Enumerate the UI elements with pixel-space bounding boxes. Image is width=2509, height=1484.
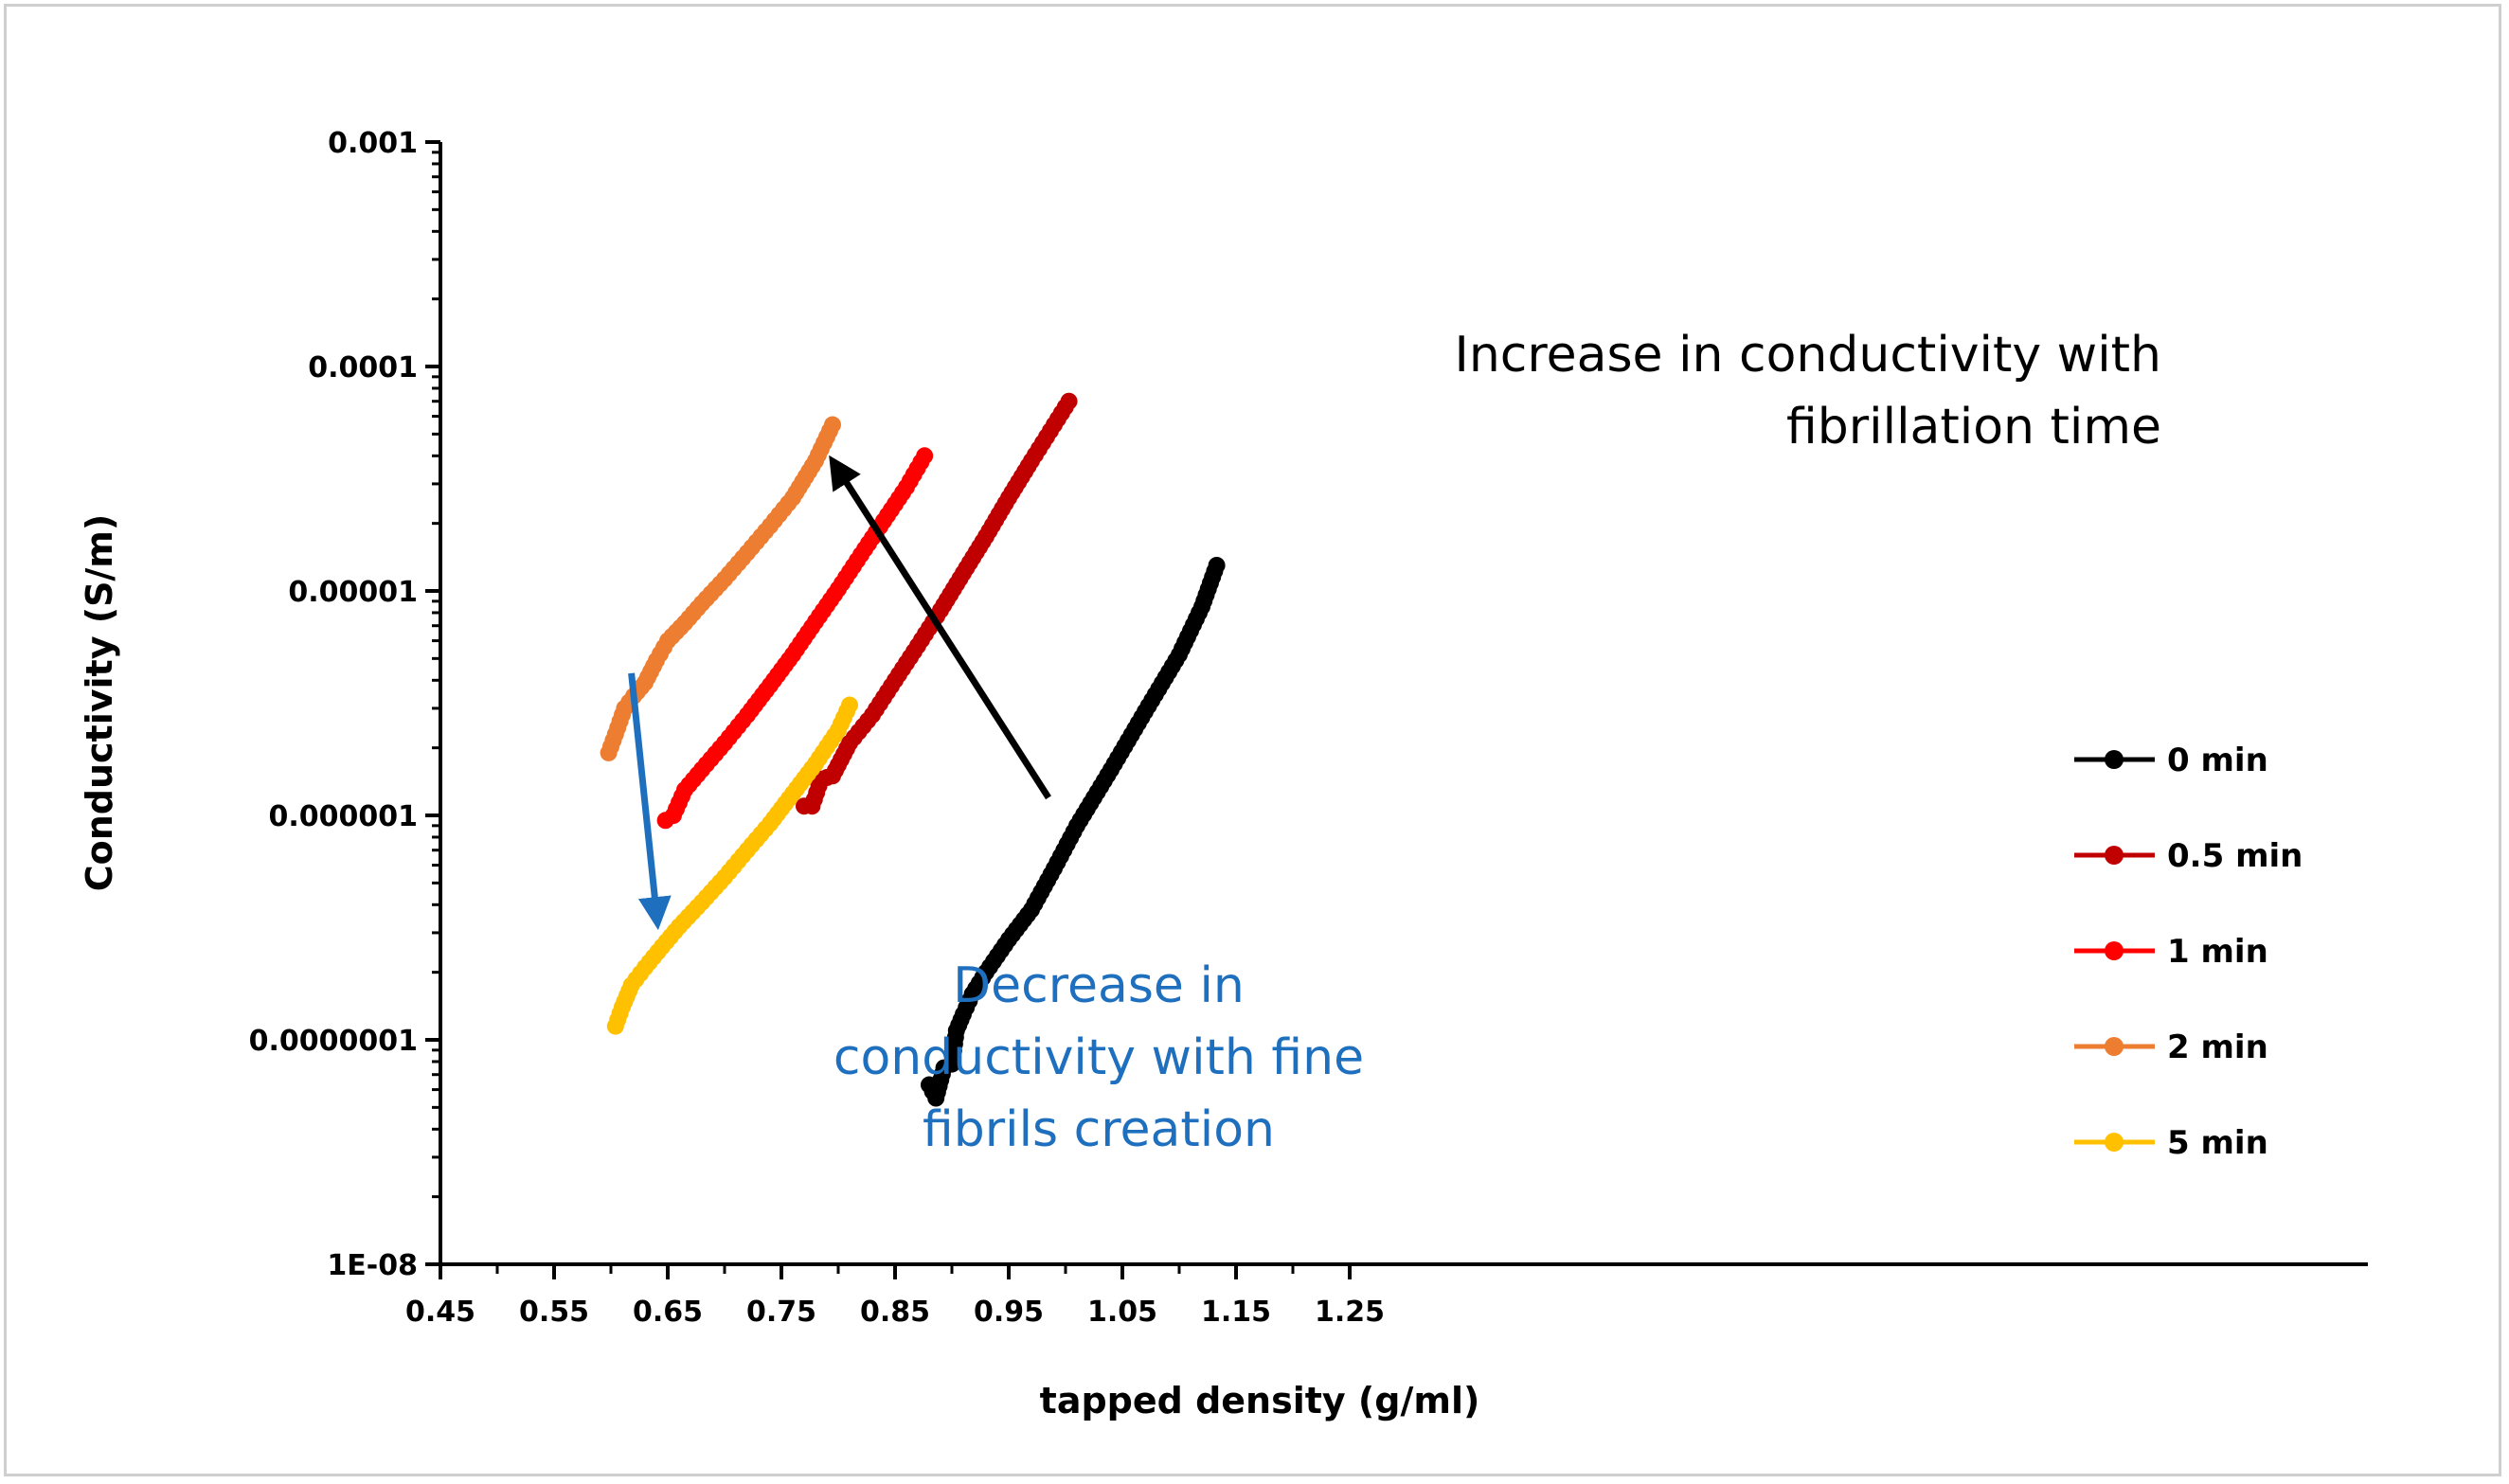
y-tick-label: 0.0001 xyxy=(308,351,418,384)
x-tick-label: 0.45 xyxy=(405,1296,475,1329)
x-tick-label: 1.05 xyxy=(1087,1296,1157,1329)
annotation-line: fibrils creation xyxy=(923,1101,1275,1158)
series-0_5-min xyxy=(796,392,1078,815)
annotation-increase-text: Increase in conductivity with fibrillatio… xyxy=(1454,327,2161,456)
x-tick-label: 0.55 xyxy=(519,1296,589,1329)
legend-item: 2 min xyxy=(2074,1028,2268,1066)
x-axis-title: tapped density (g/ml) xyxy=(1040,1380,1480,1421)
legend-label: 5 min xyxy=(2167,1124,2268,1162)
series-1-min xyxy=(656,447,934,830)
x-tick-label: 0.65 xyxy=(633,1296,703,1329)
legend-label: 0.5 min xyxy=(2167,837,2303,875)
legend-label: 0 min xyxy=(2167,742,2268,779)
legend-label: 2 min xyxy=(2167,1028,2268,1066)
data-point xyxy=(1060,392,1078,410)
x-tick-label: 0.85 xyxy=(860,1296,930,1329)
y-tick-label: 0.001 xyxy=(328,127,418,160)
series-0-min xyxy=(921,556,1226,1107)
legend-label: 1 min xyxy=(2167,933,2268,971)
annotation-line: Decrease in xyxy=(953,957,1245,1014)
y-axis-title: Conductivity (S/m) xyxy=(79,514,120,892)
annotation-line: Increase in conductivity with xyxy=(1454,327,2161,384)
series-layer xyxy=(600,392,1226,1107)
annotation-line: conductivity with fine xyxy=(833,1029,1364,1086)
x-tick-label: 0.75 xyxy=(746,1296,816,1329)
data-point xyxy=(1208,556,1226,574)
annotation-decrease-text: Decrease in conductivity with fine fibrils… xyxy=(833,957,1364,1158)
decrease-arrow xyxy=(628,672,672,931)
x-tick-label: 1.25 xyxy=(1315,1296,1385,1329)
legend-swatch-marker xyxy=(2105,941,2124,960)
data-point xyxy=(824,416,841,434)
x-ticks: 0.45 0.55 0.65 0.75 0.85 0.95 1.05 1.15 1.25 xyxy=(405,1264,1385,1329)
data-point xyxy=(841,696,858,714)
annotation-layer: Increase in conductivity with fibrillatio… xyxy=(628,327,2161,1158)
legend-swatch-marker xyxy=(2105,846,2124,865)
y-tick-label: 0.00001 xyxy=(288,576,418,609)
legend-item: 0 min xyxy=(2074,742,2268,779)
y-tick-label: 0.0000001 xyxy=(249,1025,418,1058)
legend-swatch-marker xyxy=(2105,1037,2124,1056)
annotation-line: fibrillation time xyxy=(1786,399,2161,456)
legend-item: 0.5 min xyxy=(2074,837,2303,875)
y-tick-label: 0.000001 xyxy=(268,800,418,833)
data-point xyxy=(916,447,934,465)
y-ticks: 1E-08 0.0000001 0.000001 0.00001 0.0001 0.001 xyxy=(249,127,440,1282)
x-tick-label: 1.15 xyxy=(1201,1296,1271,1329)
axes xyxy=(439,142,2368,1266)
legend-swatch-marker xyxy=(2105,1133,2124,1152)
series-5-min xyxy=(606,696,858,1035)
legend-item: 5 min xyxy=(2074,1124,2268,1162)
x-tick-label: 0.95 xyxy=(974,1296,1044,1329)
legend: 0 min 0.5 min 1 min 2 min 5 min xyxy=(2074,742,2303,1162)
legend-swatch-marker xyxy=(2105,750,2124,769)
chart-frame xyxy=(4,4,2501,1476)
legend-item: 1 min xyxy=(2074,933,2268,971)
increase-arrow xyxy=(829,455,1051,800)
series-2-min xyxy=(600,416,841,761)
y-tick-label: 1E-08 xyxy=(327,1249,418,1282)
